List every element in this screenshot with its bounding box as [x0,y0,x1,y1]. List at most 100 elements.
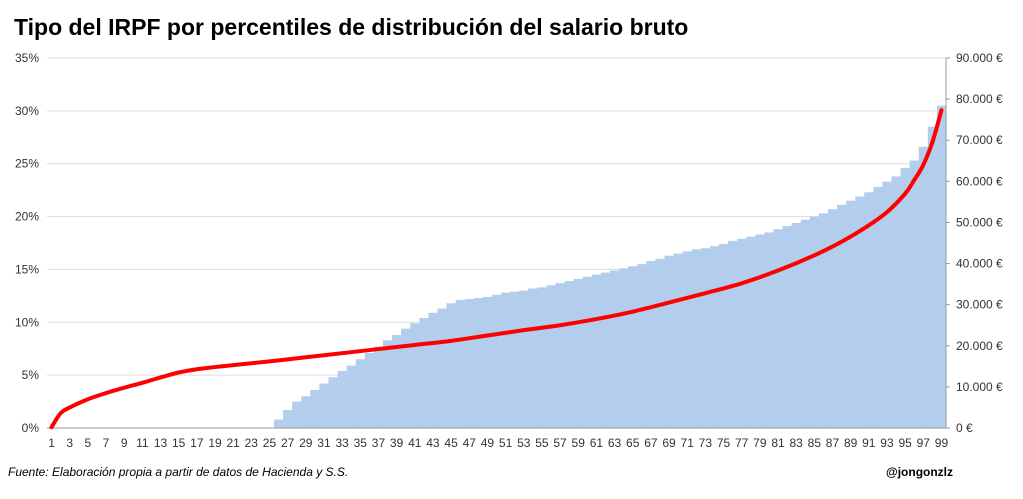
y-right-tick-label: 30.000 € [956,298,1003,312]
bar [655,258,665,428]
x-tick-label: 35 [354,436,368,450]
y-left-tick-label: 15% [15,262,39,276]
x-tick-label: 1 [48,436,55,450]
bar [364,352,375,428]
bar [274,419,284,428]
chart-title: Tipo del IRPF por percentiles de distrib… [14,14,689,40]
x-tick-label: 63 [608,436,622,450]
x-tick-label: 69 [662,436,676,450]
x-tick-label: 99 [935,436,949,450]
bar [464,299,475,428]
x-tick-label: 85 [808,436,822,450]
x-tick-label: 27 [281,436,295,450]
x-tick-label: 49 [481,436,495,450]
bar [537,287,547,428]
x-tick-label: 97 [917,436,931,450]
x-tick-label: 5 [85,436,92,450]
x-tick-label: 45 [444,436,458,450]
y-right-tick-label: 20.000 € [956,339,1003,353]
x-tick-label: 17 [190,436,204,450]
bar [292,401,302,428]
x-tick-label: 15 [172,436,186,450]
bar [755,234,765,428]
bar [610,270,620,428]
y-right-tick-label: 10.000 € [956,380,1003,394]
bar [473,297,484,428]
bar [791,222,802,428]
bar [637,264,647,428]
x-tick-label: 31 [317,436,331,450]
bar [673,253,683,428]
bar [827,209,838,428]
bar [918,146,929,429]
bar [564,281,574,428]
bar [355,359,366,428]
tick-labels: 0% 5% 10% 15% 20% 25% 30% 35% 0 € 10.000 € 20.000 … [15,51,1003,450]
bar-series [274,105,947,429]
bar [782,226,792,428]
bar [410,323,420,428]
y-left-tick-label: 5% [22,368,40,382]
bar [283,410,293,428]
bar [891,176,901,428]
bar [619,268,629,428]
bar [337,370,347,428]
x-tick-label: 87 [826,436,840,450]
x-tick-label: 67 [644,436,658,450]
bar [591,274,602,428]
x-tick-label: 83 [789,436,803,450]
x-tick-label: 11 [136,436,149,450]
bar [491,294,502,428]
y-right-tick-label: 40.000 € [956,257,1003,271]
bar [482,296,493,428]
bar [873,186,883,428]
bar [501,292,511,428]
y-left-tick-label: 0% [22,421,40,435]
source-note: Fuente: Elaboración propia a partir de d… [8,465,349,479]
bar [818,213,829,428]
bar [346,365,357,428]
bar [936,105,947,429]
bar [401,328,411,428]
x-tick-label: 43 [426,436,440,450]
bar [373,346,384,428]
y-left-tick-label: 25% [15,157,39,171]
x-tick-label: 73 [699,436,713,450]
x-tick-label: 3 [66,436,73,450]
bar [310,389,320,428]
x-tick-label: 75 [717,436,731,450]
bar [392,334,402,428]
bar [764,232,774,428]
bar [837,204,847,428]
bar [582,276,593,428]
x-tick-label: 91 [862,436,876,450]
x-tick-label: 57 [553,436,567,450]
bar [809,216,820,428]
bar [909,160,920,429]
x-tick-label: 77 [735,436,749,450]
line-series [49,108,944,430]
x-tick-label: 33 [335,436,349,450]
bar [301,396,311,428]
x-tick-label: 25 [263,436,277,450]
bar [328,377,338,428]
bar [319,383,329,428]
x-tick-label: 41 [408,436,422,450]
x-tick-label: 53 [517,436,531,450]
axes [47,57,950,429]
bar [882,181,892,428]
bar [455,300,466,428]
bar [428,312,438,428]
bar [709,246,720,428]
bar [528,288,538,428]
y-right-tick-label: 50.000 € [956,215,1003,229]
y-right-tick-label: 60.000 € [956,174,1003,188]
bar [773,229,783,428]
x-tick-label: 65 [626,436,640,450]
bar [382,340,393,428]
bar [900,167,910,428]
x-tick-label: 7 [103,436,110,450]
x-tick-label: 93 [880,436,894,450]
bar [700,248,711,428]
